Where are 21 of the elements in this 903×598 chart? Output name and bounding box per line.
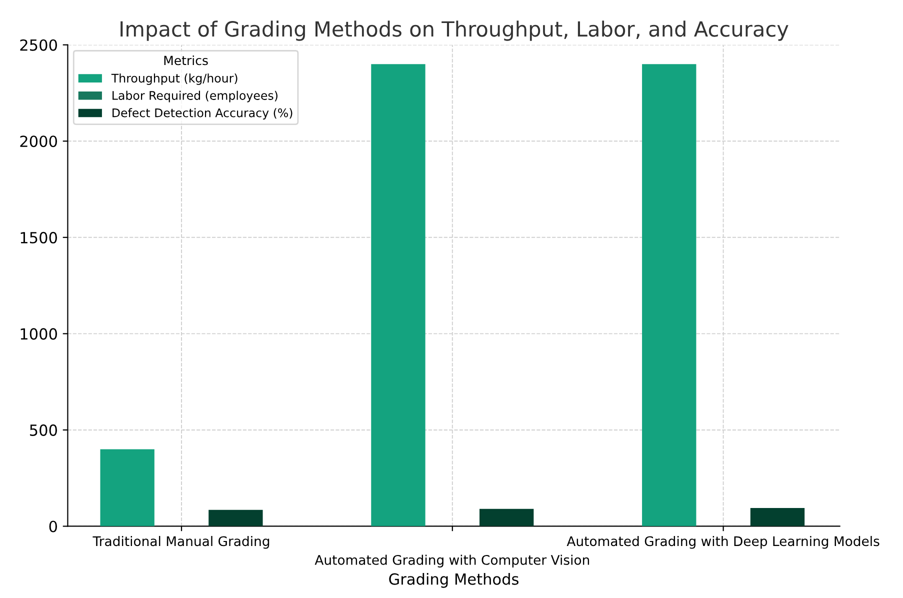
legend-title: Metrics <box>164 55 208 66</box>
bar <box>208 510 263 526</box>
legend-label: Labor Required (employees) <box>112 90 278 102</box>
x-tick-label: Automated Grading with Computer Vision <box>314 554 590 568</box>
x-axis-title: Grading Methods <box>389 573 518 588</box>
legend-label: Throughput (kg/hour) <box>111 73 238 85</box>
bar <box>371 64 426 526</box>
bar <box>479 508 534 526</box>
y-tick-label: 1000 <box>20 328 57 340</box>
y-tick-label: 2000 <box>20 136 57 148</box>
bar <box>750 508 805 526</box>
legend-label: Defect Detection Accuracy (%) <box>112 108 292 120</box>
x-tick-label: Traditional Manual Grading <box>92 536 270 549</box>
chart-title: Impact of Grading Methods on Throughput, Labor, and Accuracy <box>120 20 788 41</box>
bar <box>100 449 154 526</box>
y-tick-label: 2500 <box>20 39 57 51</box>
y-tick-label: 0 <box>49 520 57 532</box>
y-tick-label: 500 <box>30 424 57 436</box>
x-tick-label: Automated Grading with Deep Learning Models <box>566 536 880 549</box>
bar <box>642 64 696 526</box>
y-tick-label: 1500 <box>20 232 57 244</box>
